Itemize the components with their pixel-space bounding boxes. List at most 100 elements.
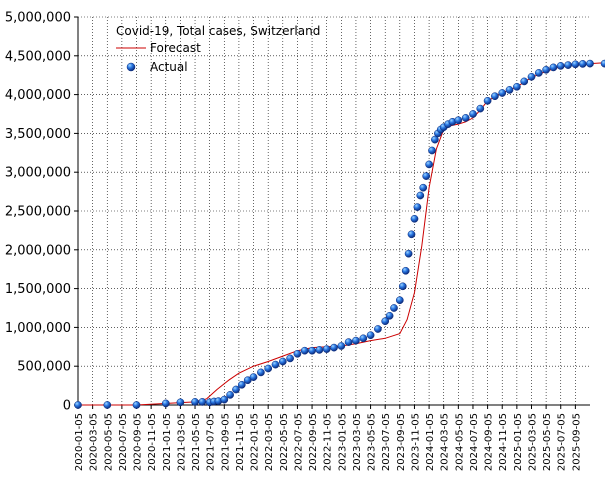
x-tick-label: 2023-09-05 (396, 413, 407, 471)
actual-point (176, 398, 185, 407)
x-tick-label: 2023-11-05 (410, 413, 421, 471)
actual-point (491, 92, 499, 101)
actual-point (322, 345, 331, 353)
actual-point (293, 349, 302, 358)
x-tick-label: 2024-09-05 (484, 413, 495, 471)
x-tick-label: 2020-03-05 (89, 413, 100, 471)
actual-point (578, 60, 587, 68)
x-tick-label: 2023-05-05 (367, 413, 378, 471)
actual-point (419, 183, 428, 192)
actual-point (498, 89, 507, 97)
actual-point (385, 311, 394, 320)
actual-point (401, 266, 410, 275)
x-tick-label: 2025-01-05 (513, 413, 524, 471)
y-tick-label: 500,000 (17, 360, 71, 375)
actual-point (249, 373, 258, 381)
actual-point (476, 104, 485, 113)
actual-point (404, 249, 413, 258)
x-tick-label: 2021-05-05 (191, 413, 202, 471)
actual-point (416, 191, 425, 200)
y-tick-label: 4,500,000 (5, 49, 71, 64)
actual-point (469, 110, 477, 118)
x-tick-label: 2021-03-05 (176, 413, 187, 471)
actual-point (425, 160, 433, 169)
actual-point (407, 230, 416, 239)
legend-actual-marker (126, 62, 136, 72)
x-tick-label: 2025-03-05 (527, 413, 538, 471)
actual-point (366, 331, 375, 340)
y-tick-label: 4,000,000 (5, 88, 71, 103)
x-tick-label: 2020-09-05 (133, 413, 144, 471)
x-tick-label: 2024-07-05 (469, 413, 480, 471)
actual-point (483, 96, 492, 105)
x-tick-label: 2022-11-05 (323, 413, 334, 471)
actual-point (132, 401, 141, 409)
x-tick-label: 2020-01-05 (74, 413, 85, 471)
actual-point (161, 399, 170, 408)
actual-point (513, 82, 521, 91)
actual-point (264, 364, 273, 373)
actual-point (586, 59, 594, 68)
actual-point (505, 86, 514, 94)
actual-point (542, 65, 550, 74)
actual-point (315, 346, 324, 354)
x-tick-label: 2025-07-05 (557, 413, 568, 471)
actual-point (344, 338, 353, 346)
actual-point (300, 346, 309, 355)
actual-point (431, 135, 439, 144)
actual-point (220, 395, 229, 404)
actual-point (398, 282, 407, 291)
actual-point (534, 69, 543, 77)
actual-point (237, 380, 246, 389)
actual-point (461, 114, 470, 122)
actual-point (359, 334, 368, 343)
actual-point (395, 296, 404, 305)
x-tick-label: 2025-09-05 (571, 413, 582, 471)
actual-point (198, 398, 207, 406)
x-tick-label: 2023-03-05 (352, 413, 363, 471)
actual-point (428, 146, 436, 155)
actual-point (390, 304, 398, 312)
actual-point (191, 398, 199, 406)
x-tick-label: 2024-01-05 (425, 413, 436, 471)
actual-point (381, 317, 390, 326)
x-tick-label: 2023-01-05 (337, 413, 348, 471)
x-tick-label: 2020-05-05 (103, 413, 114, 471)
y-tick-label: 1,000,000 (5, 321, 71, 336)
actual-point (571, 60, 580, 69)
actual-point (286, 354, 294, 363)
actual-point (103, 401, 112, 409)
actual-point (413, 203, 422, 211)
actual-point (352, 336, 360, 345)
y-tick-label: 0 (63, 399, 71, 414)
x-tick-label: 2023-07-05 (381, 413, 392, 471)
y-tick-label: 2,500,000 (5, 205, 71, 220)
legend-title: Covid-19, Total cases, Switzerland (116, 24, 320, 38)
y-tick-label: 3,000,000 (5, 166, 71, 181)
actual-point (271, 360, 280, 369)
actual-point (330, 343, 338, 352)
x-tick-label: 2021-01-05 (162, 413, 173, 471)
actual-point (257, 368, 265, 377)
actual-point (308, 346, 316, 355)
x-tick-label: 2025-05-05 (542, 413, 553, 471)
x-tick-label: 2021-07-05 (206, 413, 217, 471)
y-tick-label: 2,000,000 (5, 243, 71, 258)
actual-point (422, 172, 431, 180)
y-axis-ticks: 0 500,000 1,000,000 1,500,000 2,000,000 2,500… (5, 11, 78, 414)
actual-point (232, 385, 240, 394)
legend: Covid-19, Total cases, Switzerland Forec… (116, 24, 320, 74)
actual-point (564, 61, 572, 69)
actual-point (374, 325, 382, 333)
x-tick-label: 2022-01-05 (250, 413, 261, 471)
actual-point (454, 116, 463, 125)
x-tick-label: 2024-05-05 (454, 413, 465, 471)
actual-series (74, 59, 605, 409)
x-tick-label: 2022-07-05 (293, 413, 304, 471)
x-tick-label: 2021-11-05 (235, 413, 246, 471)
x-tick-label: 2020-07-05 (118, 413, 129, 471)
x-tick-label: 2022-09-05 (308, 413, 319, 471)
y-tick-label: 5,000,000 (5, 11, 71, 26)
